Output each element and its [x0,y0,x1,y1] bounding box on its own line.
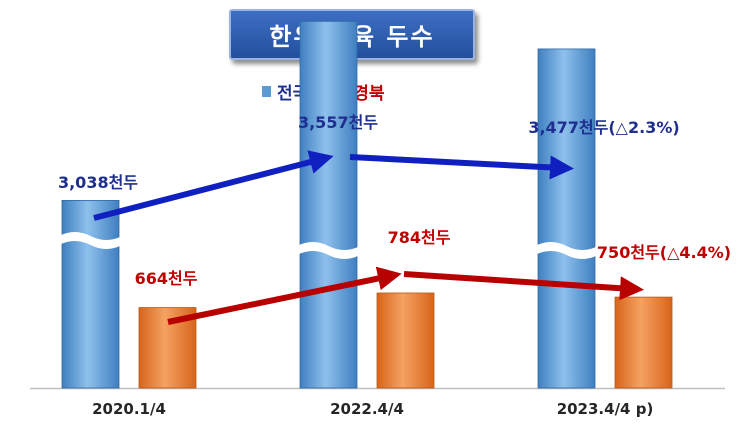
legend-swatch-national [262,86,271,97]
data-label-national: 3,477천두(△2.3%) [528,118,679,137]
data-label-gyeongbuk: 784천두 [388,228,451,247]
axis-break-wave [59,232,122,249]
axis-break-wave [535,242,598,259]
bar-national [61,199,120,389]
bar-national [299,20,358,389]
bar-gyeongbuk [614,296,673,389]
data-label-gyeongbuk: 664천두 [135,269,198,288]
trend-arrow-national [349,154,574,180]
x-tick-label: 2023.4/4 p) [557,400,654,418]
bar-gyeongbuk [376,292,435,389]
axis-break-wave [297,242,360,259]
data-label-national: 3,557천두 [298,113,378,132]
trend-arrow-national [93,150,334,221]
data-label-national: 3,038천두 [58,173,138,192]
x-tick-label: 2020.1/4 [92,400,166,418]
x-tick-label: 2022.4/4 [330,400,404,418]
trend-arrow-gyeongbuk [167,266,402,325]
bar-national [537,48,596,389]
data-label-gyeongbuk: 750천두(△4.4%) [597,243,731,262]
legend-label-gyeongbuk: 경북 [353,84,385,104]
trend-arrow-gyeongbuk [403,271,644,301]
